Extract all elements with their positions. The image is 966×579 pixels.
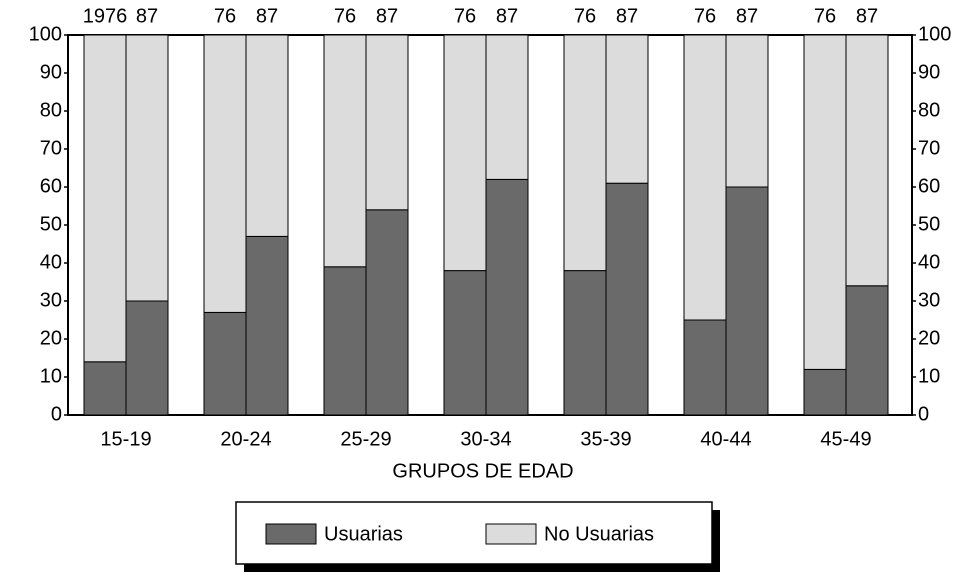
bar-segment	[725, 34, 769, 188]
bar-segment	[803, 368, 847, 416]
bar-segment	[803, 34, 847, 370]
x-tick-label: 35-39	[580, 428, 631, 450]
bar-label: 76	[814, 5, 836, 27]
bar-segment	[365, 209, 409, 416]
x-tick-label: 40-44	[700, 428, 751, 450]
bar-segment	[203, 311, 247, 416]
bar-label: 87	[496, 5, 518, 27]
bar-segment	[563, 270, 607, 416]
bar-label: 76	[334, 5, 356, 27]
x-tick-label: 45-49	[820, 428, 871, 450]
bar-label: 87	[256, 5, 278, 27]
x-tick-label: 25-29	[340, 428, 391, 450]
bar-label: 76	[454, 5, 476, 27]
y2-tick-label: 30	[918, 289, 940, 311]
y2-tick-label: 90	[918, 61, 940, 83]
bar-segment	[605, 182, 649, 416]
bar-segment	[443, 34, 487, 272]
x-tick-label: 15-19	[100, 428, 151, 450]
bar-segment	[845, 34, 889, 287]
bar-label: 1976	[83, 5, 128, 27]
legend-label: Usuarias	[324, 523, 403, 545]
legend-label: No Usuarias	[544, 523, 654, 545]
y2-tick-label: 50	[918, 213, 940, 235]
y2-tick-label: 70	[918, 137, 940, 159]
bar-segment	[725, 186, 769, 416]
bar-label: 87	[136, 5, 158, 27]
y2-tick-label: 10	[918, 365, 940, 387]
bar-segment	[83, 34, 127, 363]
bar-segment	[485, 178, 529, 416]
bar-segment	[323, 266, 367, 416]
x-tick-label: 20-24	[220, 428, 271, 450]
y-tick-label: 80	[40, 99, 62, 121]
bar-segment	[323, 34, 367, 268]
y-tick-label: 70	[40, 137, 62, 159]
bar-segment	[683, 319, 727, 416]
legend-swatch	[485, 523, 537, 545]
y-tick-label: 10	[40, 365, 62, 387]
y2-tick-label: 100	[918, 23, 951, 45]
bar-segment	[125, 34, 169, 302]
bar-segment	[125, 300, 169, 416]
bar-segment	[485, 34, 529, 180]
bar-segment	[245, 34, 289, 237]
y-tick-label: 40	[40, 251, 62, 273]
y2-tick-label: 20	[918, 327, 940, 349]
bar-segment	[443, 270, 487, 416]
bar-segment	[83, 361, 127, 416]
bar-segment	[245, 235, 289, 416]
x-tick-label: 30-34	[460, 428, 511, 450]
y-tick-label: 100	[29, 23, 62, 45]
y2-tick-label: 40	[918, 251, 940, 273]
bar-segment	[203, 34, 247, 313]
bar-label: 87	[856, 5, 878, 27]
bar-segment	[365, 34, 409, 211]
bar-label: 87	[376, 5, 398, 27]
x-axis-title: GRUPOS DE EDAD	[392, 460, 573, 482]
bar-segment	[605, 34, 649, 184]
bar-label: 76	[574, 5, 596, 27]
bar-segment	[845, 285, 889, 416]
y-tick-label: 60	[40, 175, 62, 197]
bar-label: 76	[694, 5, 716, 27]
bar-label: 87	[616, 5, 638, 27]
y2-tick-label: 60	[918, 175, 940, 197]
bar-segment	[563, 34, 607, 272]
bar-label: 87	[736, 5, 758, 27]
y2-tick-label: 80	[918, 99, 940, 121]
legend-swatch	[265, 523, 317, 545]
y-tick-label: 0	[51, 403, 62, 425]
y-tick-label: 20	[40, 327, 62, 349]
y-tick-label: 50	[40, 213, 62, 235]
y2-tick-label: 0	[918, 403, 929, 425]
y-tick-label: 90	[40, 61, 62, 83]
y-tick-label: 30	[40, 289, 62, 311]
bar-label: 76	[214, 5, 236, 27]
bar-segment	[683, 34, 727, 321]
